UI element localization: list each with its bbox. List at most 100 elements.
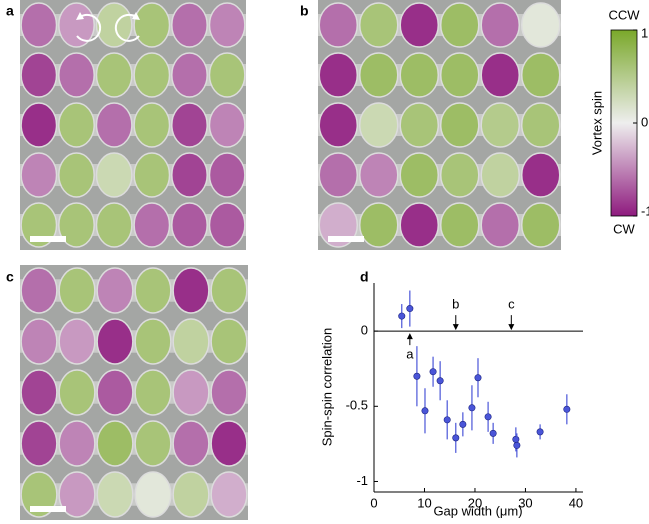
vortex-cell [210,318,248,365]
vortex-cell [20,420,58,467]
vortex-cell [95,52,133,98]
rotation-arrow [76,13,102,42]
colorbar-label: Vortex spin [589,91,604,155]
vortex-cell [171,152,208,198]
vortex-cell [399,202,440,248]
data-point [459,420,467,428]
data-point [398,312,406,320]
vortex-cell [358,152,399,198]
vortex-cell [95,2,133,48]
vortex-cell [172,420,210,467]
data-point [563,405,571,413]
vortex-cell [318,152,359,198]
x-tick-label: 10 [417,495,431,510]
x-axis-label: Gap width (μm) [433,503,522,518]
annotation: c [508,297,515,312]
vortex-cell [58,102,95,148]
scale-bar [328,236,364,242]
vortex-cell [208,202,246,248]
vortex-cell [358,102,399,148]
vortex-cell [58,471,96,518]
vortex-cell [58,318,96,365]
vortex-cell [172,318,210,365]
annotation-arrowhead [508,324,515,331]
vortex-cell [171,2,208,48]
vortex-cell [96,471,134,518]
vortex-cell [20,52,58,98]
vortex-cell [134,471,172,518]
vortex-cell [58,420,96,467]
data-point [436,377,444,385]
vortex-cell [399,152,440,198]
vortex-cell [133,102,171,148]
x-tick-label: 30 [518,495,532,510]
vortex-cell [171,52,208,98]
vortex-cell [210,471,248,518]
vortex-cell [133,52,171,98]
vortex-cell [210,420,248,467]
data-point [513,441,521,449]
vortex-cell [172,471,210,518]
x-tick-label: 40 [569,495,583,510]
colorbar-tick-label: 1 [641,25,648,40]
vortex-cell [399,52,440,98]
vortex-cell [208,52,246,98]
vortex-cell [95,102,133,148]
vortex-cell [20,2,58,48]
vortex-cell [358,2,399,48]
vortex-cell [95,152,133,198]
vortex-cell [171,102,208,148]
data-point [484,413,492,421]
vortex-cell [58,369,96,416]
vortex-cell [171,202,208,248]
y-tick-label: 0 [361,323,368,338]
vortex-cell [480,152,521,198]
data-point [443,416,451,424]
data-point [429,368,437,376]
arrow-head [132,12,140,20]
data-point [406,305,414,313]
vortex-cell [318,2,359,48]
colorbar-tick-label: 0 [641,114,648,129]
vortex-cell [399,2,440,48]
vortex-cell [134,369,172,416]
vortex-cell [210,267,248,314]
vortex-cell [20,318,58,365]
vortex-cell [96,267,134,314]
data-point [536,428,544,436]
colorbar-top-label: CCW [608,7,640,22]
scale-bar [30,236,66,242]
vortex-cell [358,52,399,98]
vortex-cell [208,2,246,48]
panel-label: d [360,269,369,285]
vortex-cell [134,420,172,467]
data-point [468,404,476,412]
vortex-cell [133,152,171,198]
vortex-cell [358,202,399,248]
vortex-cell [58,267,96,314]
colorbar-tick-label: -1 [641,203,649,218]
vortex-cell [520,52,561,98]
vortex-cell [208,102,246,148]
vortex-cell [439,2,480,48]
vortex-cell [58,202,95,248]
vortex-cell [20,152,58,198]
vortex-cell [480,102,521,148]
vortex-cell [20,369,58,416]
rotation-arrow [114,13,140,42]
data-point [413,372,421,380]
vortex-cell [20,471,58,518]
vortex-cell [134,318,172,365]
vortex-cell [133,2,171,48]
data-point [452,434,460,442]
y-axis-label: Spin-spin correlation [319,328,334,447]
panel-label: c [6,269,14,285]
colorbar-bottom-label: CW [613,221,635,236]
annotation-arrowhead [406,333,413,340]
vortex-cell [480,52,521,98]
vortex-cell [439,202,480,248]
vortex-cell [133,202,171,248]
vortex-cell [20,102,58,148]
vortex-cell [318,102,359,148]
vortex-cell [134,267,172,314]
